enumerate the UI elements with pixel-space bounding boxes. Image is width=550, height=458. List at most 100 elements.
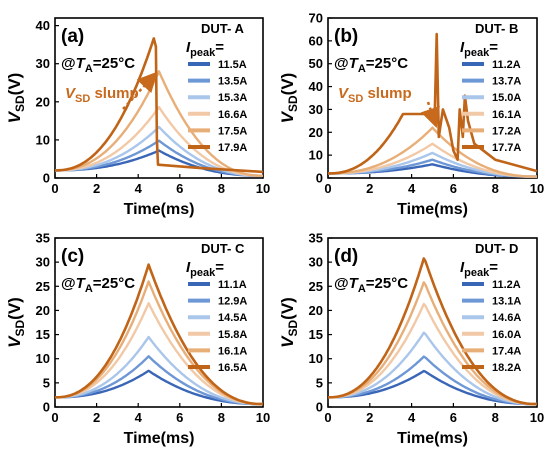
y-tick-label: 50 (309, 56, 323, 71)
series-line-14.6A (328, 331, 537, 406)
legend-title: Ipeak= (186, 259, 224, 279)
panel-label: (b) (334, 26, 358, 47)
y-axis-label: VSD(V) (278, 297, 300, 348)
legend-entry: 13.7A (492, 76, 521, 88)
x-tick-label: 10 (256, 181, 270, 196)
y-tick-label: 0 (43, 171, 50, 186)
y-tick-label: 20 (309, 303, 323, 318)
series-line-18.2A (328, 257, 537, 406)
legend-entry: 15.3A (218, 92, 247, 104)
y-tick-label: 0 (43, 400, 50, 415)
legend-entry: 16.0A (492, 329, 521, 341)
y-tick-label: 5 (316, 375, 323, 390)
y-tick-label: 15 (36, 327, 50, 342)
y-tick-label: 25 (309, 279, 323, 294)
legend-entry: 11.5A (218, 59, 247, 71)
condition-label: @TA=25°C (61, 55, 135, 75)
legend-entry: 17.4A (492, 345, 521, 357)
legend-entry: 11.2A (492, 279, 521, 291)
x-axis-label: Time(ms) (397, 201, 468, 218)
y-tick-label: 30 (36, 255, 50, 270)
slump-annotation: VSD slump (65, 85, 139, 105)
x-tick-label: 2 (93, 181, 100, 196)
legend-entry: 13.5A (218, 76, 247, 88)
legend-entry: 11.2A (492, 59, 521, 71)
chart-panel: 0 2 4 6 8 10 0 10 20 30 40 50 60 70 Time(ms) VSD(V) (b) @… (278, 11, 544, 219)
panel-label: (d) (334, 246, 358, 267)
y-tick-label: 60 (309, 33, 323, 48)
series-line-17.7A (328, 32, 538, 175)
y-tick-label: 20 (309, 125, 323, 140)
chart-panel: 0 2 4 6 8 10 0 5 10 15 20 25 30 35 Time(ms) VSD(V) (c) @T… (5, 231, 270, 448)
x-axis-label: Time(ms) (397, 430, 468, 447)
series-line-15.3A (55, 125, 263, 177)
x-tick-label: 4 (408, 410, 416, 425)
x-tick-label: 6 (176, 410, 183, 425)
legend-entry: 15.0A (492, 92, 521, 104)
y-tick-label: 15 (309, 327, 323, 342)
legend-title: Ipeak= (460, 39, 498, 59)
legend-entry: 14.5A (218, 312, 247, 324)
x-tick-label: 0 (324, 410, 331, 425)
plot-frame (54, 17, 264, 179)
series-line-14.5A (55, 335, 263, 406)
x-tick-label: 8 (218, 410, 225, 425)
y-axis-label: VSD(V) (278, 73, 300, 124)
chart-panel: 0 2 4 6 8 10 0 10 20 30 40 Time(ms) VSD(V) (a) @TA=25°… (5, 17, 270, 218)
legend-entry: 18.2A (492, 362, 521, 374)
legend-title: Ipeak= (460, 259, 498, 279)
x-axis-label: Time(ms) (124, 430, 195, 447)
y-axis-label: VSD(V) (5, 297, 27, 348)
x-tick-label: 10 (530, 181, 544, 196)
legend-entry: 16.1A (218, 345, 247, 357)
y-tick-label: 35 (309, 231, 323, 246)
series-line-17.9A (55, 37, 264, 174)
y-tick-label: 30 (36, 56, 50, 71)
x-tick-label: 6 (450, 181, 457, 196)
plot-frame (54, 237, 264, 408)
series-line-17.4A (328, 281, 537, 406)
y-tick-label: 10 (36, 351, 50, 366)
series-line-13.1A (328, 355, 537, 406)
y-tick-label: 70 (309, 11, 323, 26)
chart-panel: 0 2 4 6 8 10 0 5 10 15 20 25 30 35 Time(ms) VSD(V) (d) @T… (278, 231, 544, 448)
slump-arrow (420, 101, 440, 129)
y-axis-label: VSD(V) (5, 73, 27, 124)
legend-entry: 12.9A (218, 296, 247, 308)
device-label: DUT- A (201, 21, 244, 36)
x-tick-label: 10 (530, 410, 544, 425)
legend-entry: 15.8A (218, 329, 247, 341)
y-tick-label: 40 (309, 79, 323, 94)
plot-frame (327, 237, 538, 408)
panel-label: (c) (61, 246, 84, 267)
series-line-16.0A (328, 302, 537, 406)
y-tick-label: 40 (36, 18, 50, 33)
x-tick-label: 6 (450, 410, 457, 425)
legend-entry: 17.2A (492, 125, 521, 137)
slump-annotation: VSD slump (338, 85, 412, 105)
legend-entry: 16.1A (492, 109, 521, 121)
y-tick-label: 30 (309, 102, 323, 117)
x-tick-label: 4 (408, 181, 416, 196)
legend-entry: 17.5A (218, 125, 247, 137)
legend-entry: 11.1A (218, 279, 247, 291)
y-tick-label: 0 (316, 171, 323, 186)
legend-title: Ipeak= (186, 39, 224, 59)
x-tick-label: 2 (93, 410, 100, 425)
x-tick-label: 0 (51, 410, 58, 425)
slump-arrow (122, 71, 158, 110)
x-tick-label: 4 (135, 410, 143, 425)
y-tick-label: 5 (43, 375, 50, 390)
panel-label: (a) (61, 26, 84, 47)
condition-label: @TA=25°C (61, 275, 135, 295)
device-label: DUT- C (201, 241, 245, 256)
legend-entry: 16.5A (218, 362, 247, 374)
x-tick-label: 2 (366, 181, 373, 196)
series-line-16.1A (328, 142, 537, 178)
y-tick-label: 10 (36, 132, 50, 147)
y-tick-label: 0 (316, 400, 323, 415)
x-tick-label: 0 (324, 181, 331, 196)
series-line-15.8A (55, 302, 263, 406)
x-tick-label: 6 (176, 181, 183, 196)
series-line-16.5A (55, 263, 263, 406)
